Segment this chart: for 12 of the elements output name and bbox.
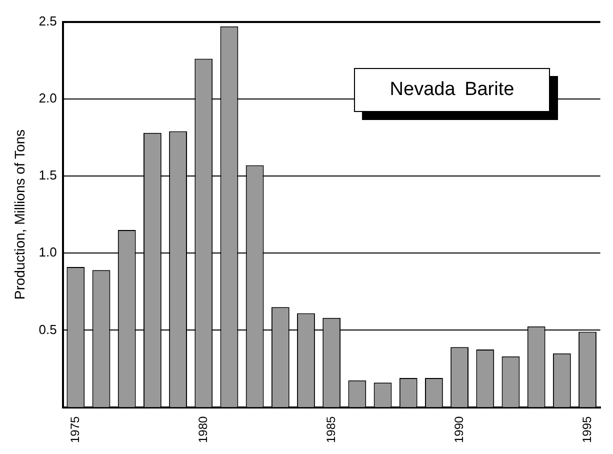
y-tick-label: 2.5 [38, 13, 57, 28]
y-tick-label: 2.0 [38, 90, 57, 106]
text: Nevada Barite [354, 68, 550, 112]
x-tick-label: 1985 [324, 416, 338, 444]
x-tick-label: 1995 [580, 416, 594, 444]
y-axis-title: Production, Millions of Tons [11, 129, 28, 300]
y-tick-label: 1.0 [38, 244, 57, 260]
x-tick-label: 1975 [68, 416, 82, 444]
x-tick-label: 1980 [196, 416, 210, 444]
y-tick-label: 1.5 [38, 168, 57, 183]
y-tick-label: 0.5 [38, 322, 57, 337]
x-tick-label: 1990 [452, 416, 466, 444]
